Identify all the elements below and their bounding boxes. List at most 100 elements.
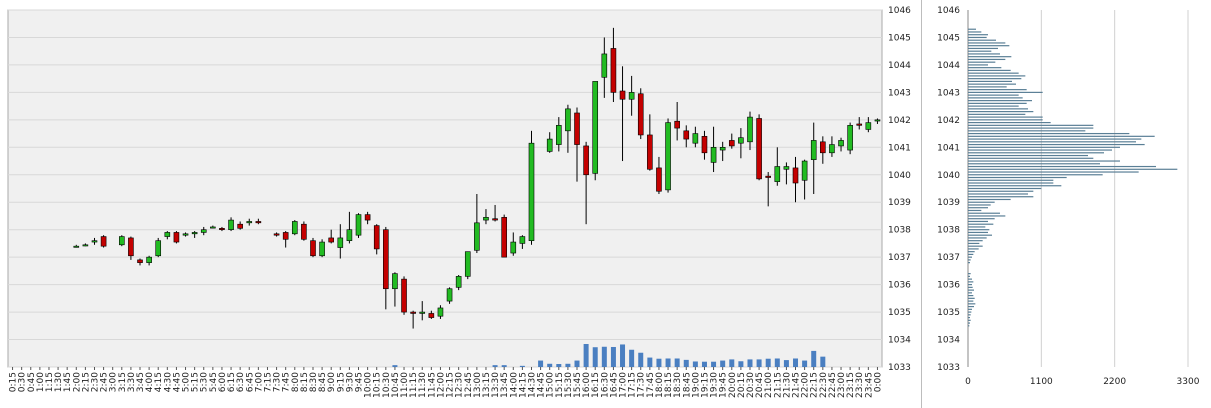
candle-body <box>810 140 817 160</box>
x-tick-label: 8:00 <box>291 372 301 392</box>
x-tick-label: 10:00 <box>364 372 374 398</box>
volume-bar <box>565 363 571 367</box>
volume-bar <box>610 346 616 367</box>
volume-bar <box>501 365 507 367</box>
profile-bar <box>968 303 976 305</box>
x-tick-label: 15:30 <box>564 372 574 398</box>
candle <box>291 220 298 236</box>
candle <box>164 231 171 240</box>
x-tick-label: 19:30 <box>710 372 720 398</box>
x-tick-label: 7:45 <box>282 372 292 392</box>
candle-body <box>301 223 307 240</box>
candle <box>501 214 507 258</box>
profile-bar <box>968 154 1088 157</box>
volume-bar <box>492 365 498 367</box>
volume-bar <box>620 344 626 367</box>
candle-body <box>437 307 444 317</box>
x-tick-label: 17:00 <box>619 372 629 398</box>
profile-bar <box>968 127 1094 129</box>
profile-bar <box>968 100 1032 102</box>
candle <box>364 211 371 225</box>
profile-y-tick-label: 1044 <box>937 61 960 71</box>
profile-bar <box>968 47 998 50</box>
y-tick-label: 1033 <box>888 363 911 373</box>
profile-bar <box>968 190 1034 192</box>
profile-bar <box>968 245 983 247</box>
profile-y-tick-label: 1041 <box>937 143 960 153</box>
x-tick-label: 16:45 <box>609 372 619 398</box>
x-tick-label: 1:15 <box>45 372 55 392</box>
x-tick-label: 15:00 <box>546 372 556 398</box>
profile-bar <box>968 325 970 327</box>
candle <box>210 225 216 229</box>
candle <box>464 251 471 280</box>
profile-x-tick-label: 0 <box>965 377 971 387</box>
volume-bar <box>665 358 671 367</box>
x-tick-label: 19:15 <box>700 372 710 398</box>
candle <box>410 310 416 329</box>
candle <box>310 237 316 258</box>
profile-bar <box>968 179 1054 181</box>
candle <box>128 236 134 260</box>
profile-y-tick-label: 1038 <box>937 226 960 236</box>
y-tick-label: 1046 <box>888 6 911 16</box>
profile-bar <box>968 152 1104 154</box>
x-tick-label: 2:45 <box>100 372 110 392</box>
candle-body <box>565 108 571 132</box>
candle-body <box>801 160 808 181</box>
candle <box>628 75 635 116</box>
profile-bar <box>968 91 1043 93</box>
profile-bar <box>968 182 1054 184</box>
profile-bar <box>968 229 990 231</box>
volume-bar <box>674 358 680 367</box>
candle-body <box>182 233 189 236</box>
x-tick-label: 21:00 <box>764 372 774 398</box>
x-tick-label: 6:00 <box>218 372 228 392</box>
profile-y-axis-labels: 1033 1034 1035 1036 1037 1038 1039 1040 1041 1042… <box>937 6 960 373</box>
profile-x-tick-label: 1100 <box>1030 377 1053 387</box>
candle-body <box>419 311 426 314</box>
profile-bar <box>968 132 1130 135</box>
profile-bar <box>968 80 1012 82</box>
profile-bar <box>968 240 983 242</box>
x-tick-label: 1:00 <box>36 372 46 392</box>
candle-body <box>228 219 234 230</box>
profile-bar <box>968 83 1016 85</box>
profile-bar <box>968 176 1067 179</box>
x-tick-label: 1:45 <box>63 372 73 392</box>
x-tick-label: 23:30 <box>855 372 865 398</box>
candle <box>173 231 180 244</box>
profile-bar <box>968 275 970 277</box>
candle <box>829 136 835 157</box>
candle <box>182 232 189 237</box>
x-tick-label: 23:45 <box>864 372 874 398</box>
profile-bar <box>968 53 1000 55</box>
profile-bar <box>968 124 1094 126</box>
candle <box>337 224 344 259</box>
profile-bar <box>968 223 994 225</box>
profile-bar <box>968 135 1155 137</box>
candle <box>692 126 699 148</box>
x-tick-label: 0:45 <box>27 372 37 392</box>
x-tick-label: 14:45 <box>537 372 547 398</box>
candle-body <box>510 241 517 254</box>
y-tick-label: 1042 <box>888 116 911 126</box>
profile-bar <box>968 300 974 302</box>
candle <box>601 37 608 98</box>
profile-bar <box>968 174 1103 176</box>
x-tick-label: 11:00 <box>400 372 410 398</box>
candle-body <box>346 229 353 241</box>
candle-body <box>328 237 334 243</box>
profile-bar <box>968 231 988 234</box>
profile-bar <box>968 163 1100 165</box>
profile-bar <box>968 292 972 294</box>
volume-bar <box>547 363 553 367</box>
candle <box>510 232 517 256</box>
x-tick-label: 20:30 <box>746 372 756 398</box>
volume-bar <box>774 358 780 367</box>
candle-body <box>865 122 872 130</box>
profile-bar <box>968 50 992 52</box>
candle-body <box>838 140 844 147</box>
profile-bar <box>968 94 1019 96</box>
candle-body <box>392 273 398 290</box>
